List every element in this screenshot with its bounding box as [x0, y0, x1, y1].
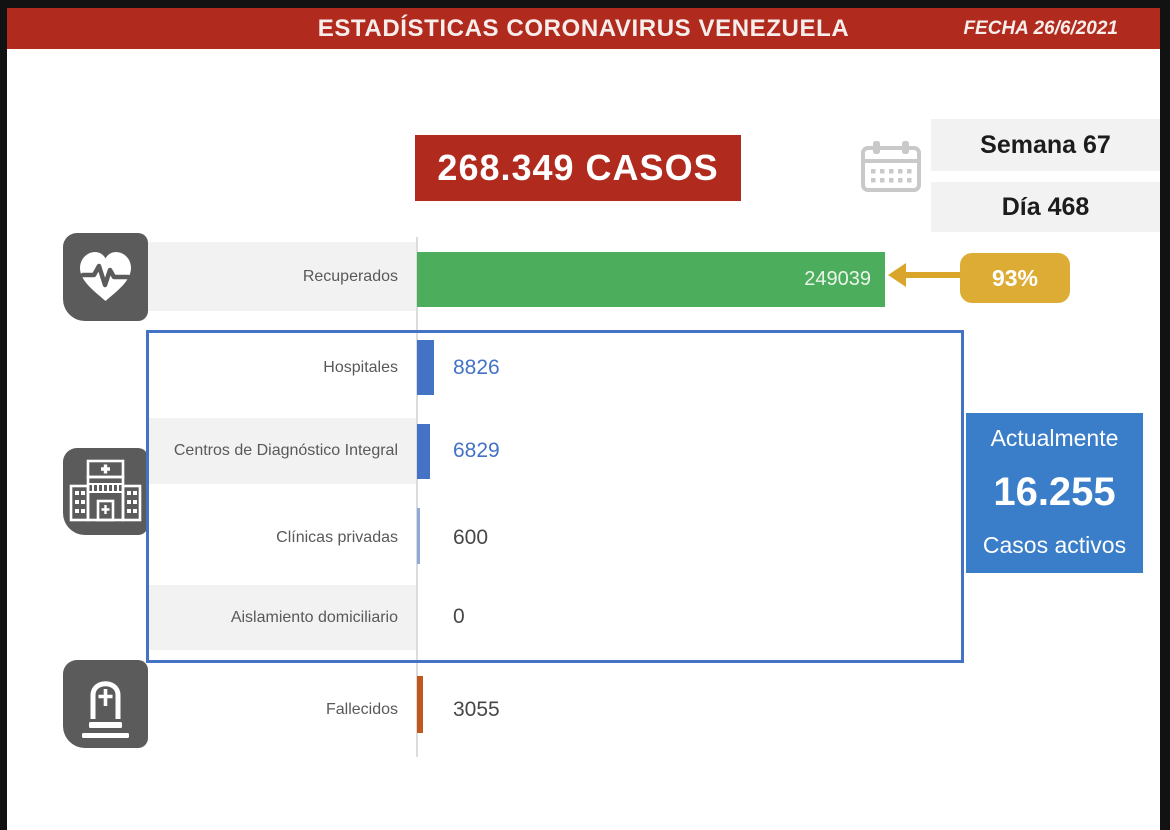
day-box: Día 468: [931, 182, 1160, 232]
value-clinicas: 600: [453, 526, 489, 549]
category-label-fallecidos: Fallecidos: [325, 701, 398, 718]
active-cases-box: Actualmente 16.255 Casos activos: [966, 413, 1143, 573]
active-cases-caption-top: Actualmente: [990, 425, 1119, 451]
value-recuperados: 249039: [804, 268, 871, 290]
active-cases-value: 16.255: [993, 469, 1116, 514]
chart-axis-line: [416, 237, 418, 757]
category-label-recuperados: Recuperados: [148, 242, 416, 311]
value-fallecidos: 3055: [453, 698, 500, 721]
category-label-aislamiento: Aislamiento domiciliario: [148, 585, 416, 650]
deceased-tile: [63, 660, 148, 748]
date-label: FECHA 26/6/2021: [963, 18, 1118, 39]
header-banner: ESTADÍSTICAS CORONAVIRUS VENEZUELA FECHA…: [7, 8, 1160, 49]
category-label-clinicas: Clínicas privadas: [276, 529, 398, 546]
heart-pulse-icon: [80, 252, 131, 301]
arrow-left-icon: [888, 263, 960, 287]
dashboard-page: ESTADÍSTICAS CORONAVIRUS VENEZUELA FECHA…: [7, 8, 1160, 830]
recovered-percent-label: 93%: [991, 264, 1039, 291]
week-box: Semana 67: [931, 119, 1160, 171]
category-label-cdi: Centros de Diagnóstico Integral: [148, 418, 416, 484]
page-title: ESTADÍSTICAS CORONAVIRUS VENEZUELA: [317, 15, 850, 42]
value-cdi: 6829: [453, 439, 500, 462]
recovered-percent-badge: 93%: [960, 253, 1070, 303]
bar-clinicas: [417, 508, 420, 564]
value-aislamiento: 0: [453, 605, 465, 628]
week-label: Semana 67: [980, 130, 1111, 159]
bar-cdi: [417, 424, 430, 479]
total-cases-label: 268.349 CASOS: [437, 147, 719, 188]
bar-fallecidos: [417, 676, 423, 733]
recovered-tile: [63, 233, 148, 321]
tombstone-icon: [82, 681, 129, 738]
bar-recuperados: 249039: [417, 252, 885, 307]
total-cases-box: 268.349 CASOS: [415, 135, 741, 201]
active-cases-caption-bottom: Casos activos: [982, 532, 1127, 558]
calendar-icon: [861, 141, 921, 192]
care-centers-tile: [63, 448, 148, 535]
hospital-icon: [69, 459, 142, 522]
day-label: Día 468: [1001, 192, 1090, 221]
bar-hospitales: [417, 340, 434, 395]
value-hospitales: 8826: [453, 356, 500, 379]
category-label-hospitales: Hospitales: [323, 359, 398, 376]
